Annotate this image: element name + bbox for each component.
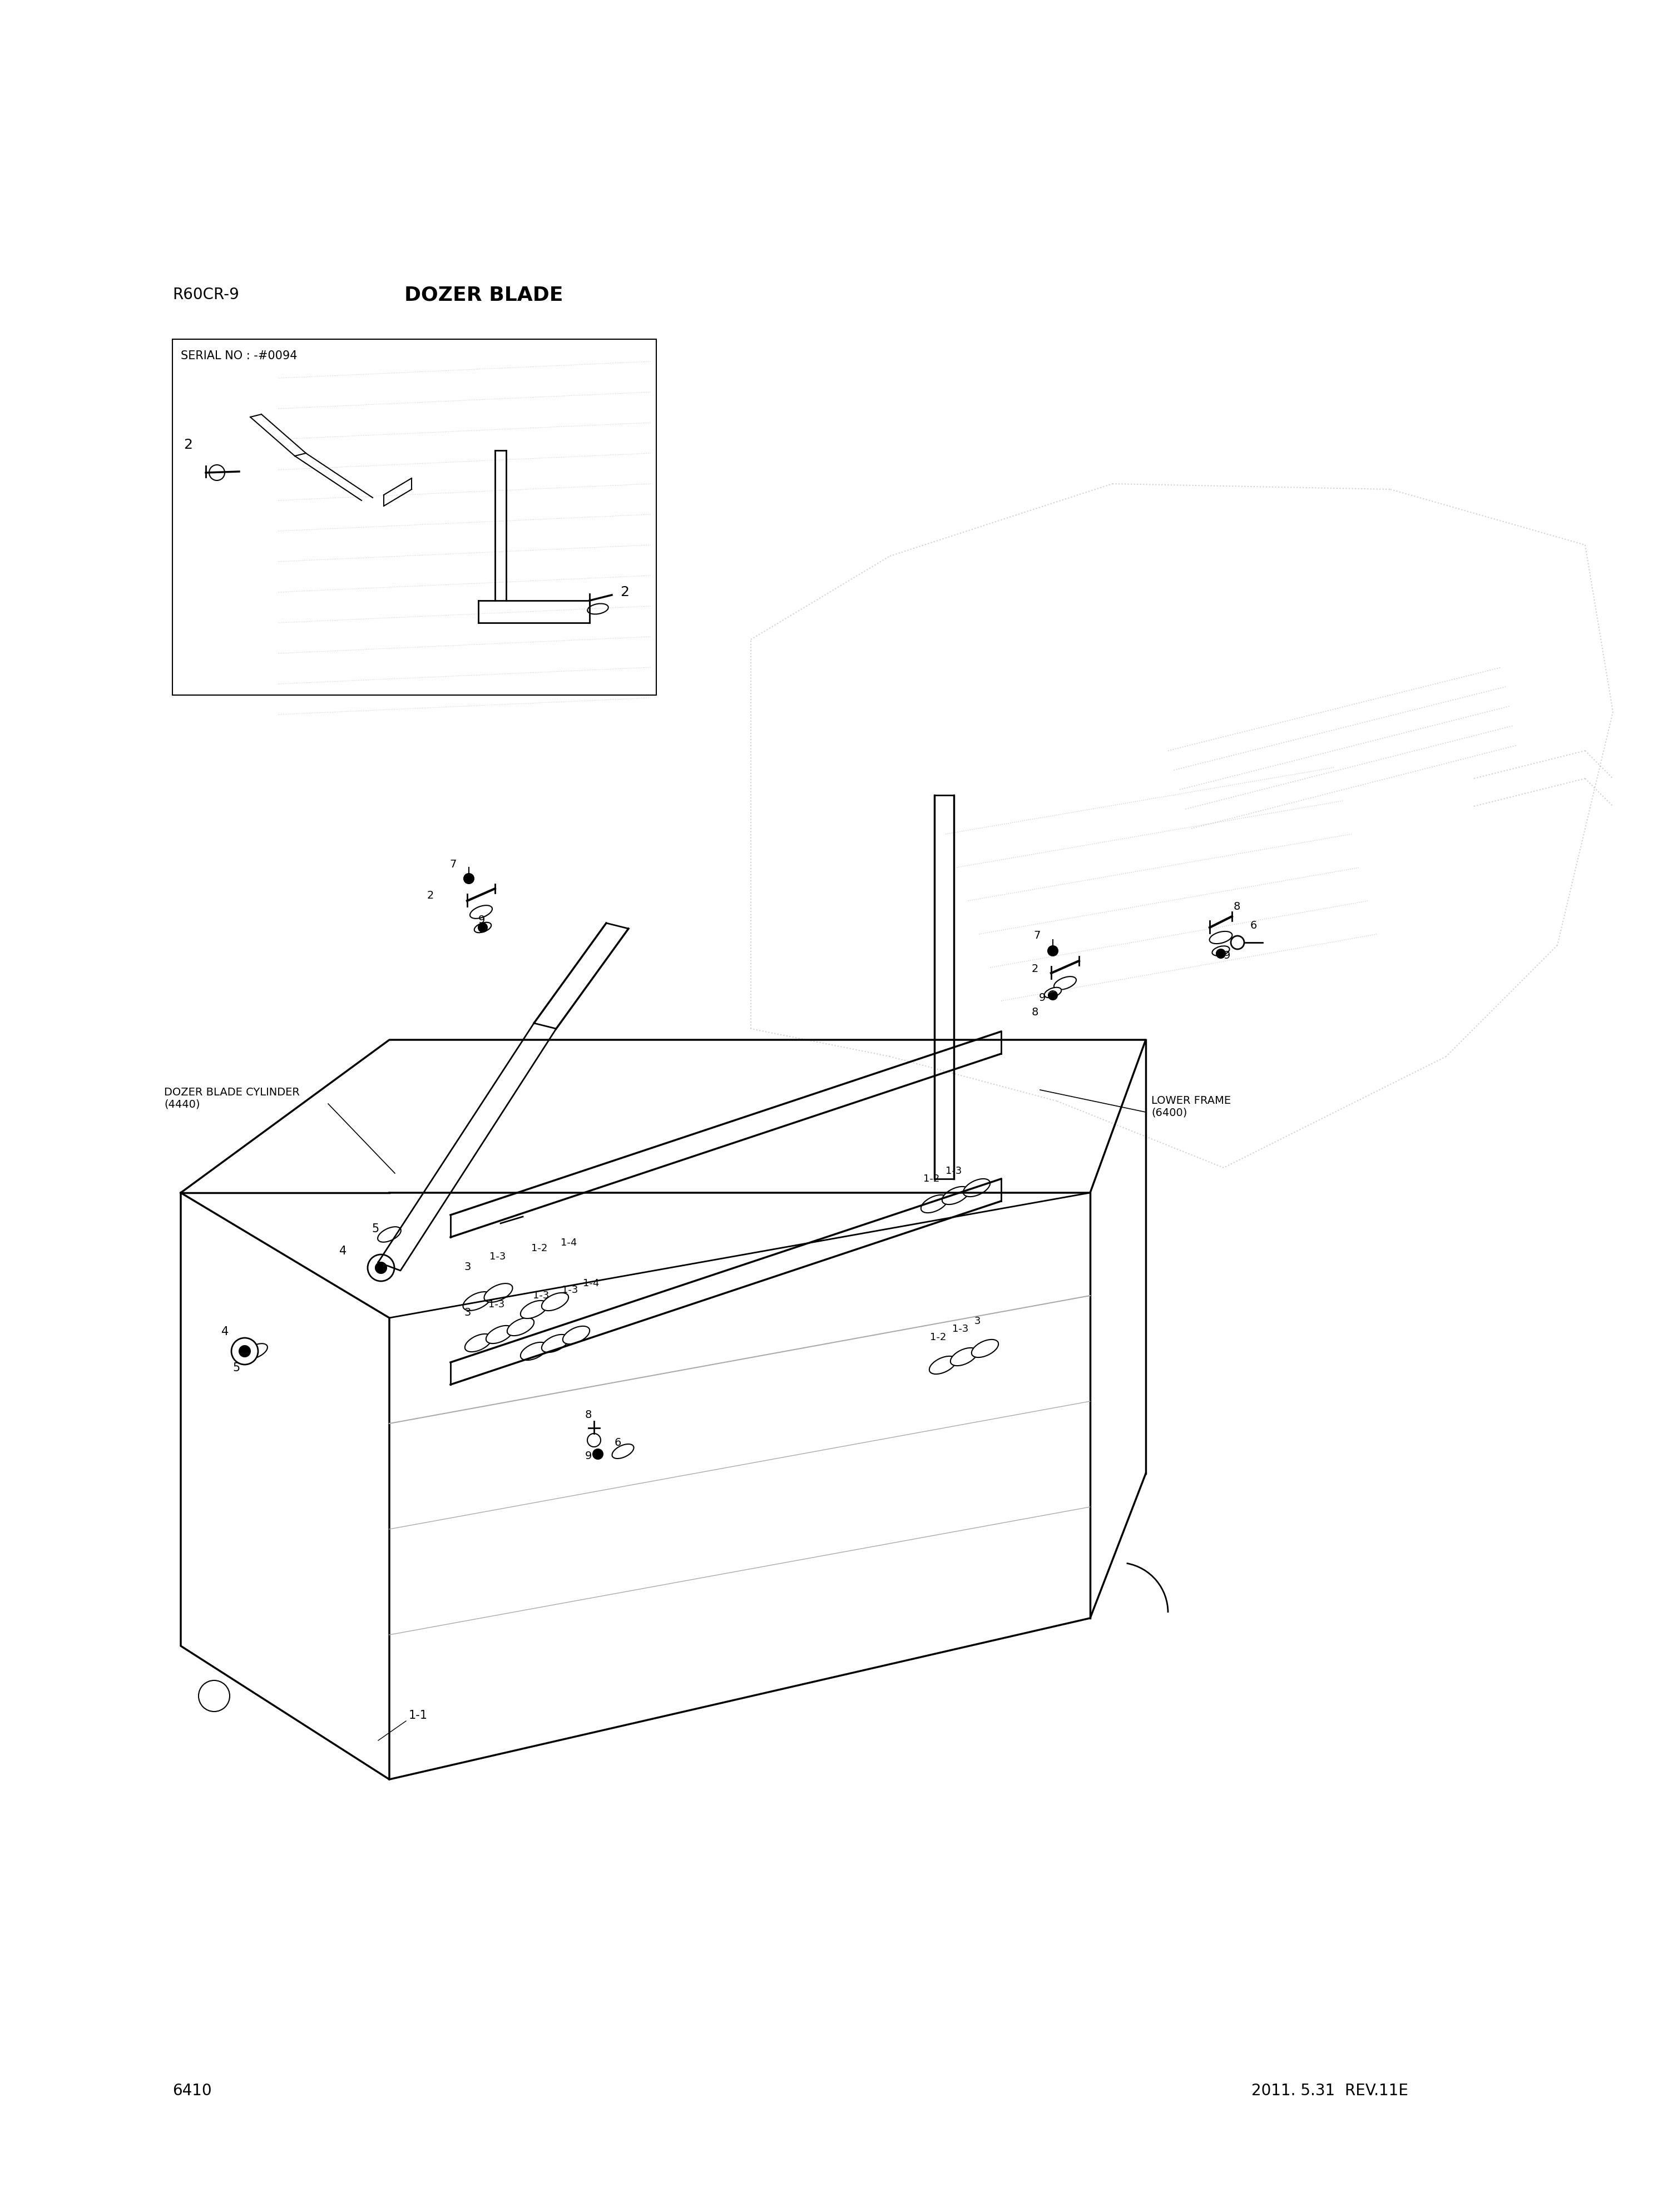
Ellipse shape — [562, 1327, 589, 1345]
Text: 1-3: 1-3 — [532, 1290, 549, 1301]
Text: 2011. 5.31  REV.11E: 2011. 5.31 REV.11E — [1251, 2084, 1409, 2099]
Ellipse shape — [1054, 975, 1076, 989]
Circle shape — [1047, 947, 1057, 956]
Text: 9: 9 — [478, 916, 485, 925]
Ellipse shape — [612, 1444, 634, 1458]
Text: 6: 6 — [1250, 920, 1256, 931]
Ellipse shape — [507, 1318, 534, 1336]
Circle shape — [592, 1449, 602, 1460]
Text: 5: 5 — [371, 1223, 378, 1234]
Text: 6410: 6410 — [172, 2084, 212, 2099]
Text: SERIAL NO : -#0094: SERIAL NO : -#0094 — [181, 349, 298, 361]
Circle shape — [587, 1433, 601, 1447]
Ellipse shape — [929, 1356, 957, 1374]
Ellipse shape — [473, 922, 492, 933]
Ellipse shape — [483, 1283, 512, 1303]
Text: 1-2: 1-2 — [930, 1332, 947, 1343]
Text: 9: 9 — [1039, 993, 1046, 1004]
Text: 3: 3 — [974, 1316, 980, 1327]
Ellipse shape — [1213, 947, 1230, 956]
Circle shape — [375, 1263, 386, 1274]
Circle shape — [1216, 949, 1225, 958]
Text: 1-4: 1-4 — [582, 1279, 599, 1287]
Circle shape — [231, 1338, 258, 1365]
Text: 1-3: 1-3 — [562, 1285, 579, 1294]
Ellipse shape — [950, 1347, 977, 1365]
Text: DOZER BLADE CYLINDER
(4440): DOZER BLADE CYLINDER (4440) — [164, 1086, 299, 1110]
Text: 4: 4 — [221, 1327, 229, 1338]
Text: 3: 3 — [463, 1261, 470, 1272]
Text: 2: 2 — [621, 586, 629, 599]
Text: 8: 8 — [1032, 1006, 1039, 1018]
Text: 1-2: 1-2 — [923, 1175, 940, 1183]
Text: 8: 8 — [1233, 900, 1240, 911]
Ellipse shape — [587, 604, 609, 615]
Ellipse shape — [520, 1301, 547, 1318]
Text: 1-3: 1-3 — [952, 1325, 969, 1334]
Circle shape — [209, 465, 224, 480]
Ellipse shape — [964, 1179, 990, 1197]
Ellipse shape — [520, 1343, 547, 1360]
Text: 1-2: 1-2 — [530, 1243, 547, 1254]
Circle shape — [463, 874, 473, 883]
Text: 6: 6 — [614, 1438, 621, 1449]
Circle shape — [199, 1681, 229, 1712]
Text: DOZER BLADE: DOZER BLADE — [405, 285, 564, 305]
Ellipse shape — [485, 1325, 514, 1343]
Circle shape — [1049, 991, 1057, 1000]
Circle shape — [478, 922, 487, 931]
Text: 2: 2 — [1032, 964, 1039, 973]
Text: 5: 5 — [233, 1363, 239, 1374]
Ellipse shape — [378, 1228, 402, 1243]
Text: LOWER FRAME
(6400): LOWER FRAME (6400) — [1151, 1095, 1231, 1117]
Circle shape — [239, 1345, 251, 1356]
Text: 1-3: 1-3 — [945, 1166, 962, 1177]
Text: 9: 9 — [1223, 949, 1230, 960]
Ellipse shape — [463, 1292, 492, 1310]
Bar — [172, 338, 656, 695]
Circle shape — [1231, 936, 1245, 949]
Ellipse shape — [465, 1334, 492, 1352]
Text: 2: 2 — [427, 889, 433, 900]
Text: 9: 9 — [586, 1451, 592, 1462]
Text: 1-3: 1-3 — [489, 1298, 505, 1310]
Text: 7: 7 — [450, 860, 457, 869]
Ellipse shape — [542, 1334, 569, 1352]
Text: 2: 2 — [184, 438, 192, 451]
Ellipse shape — [942, 1186, 969, 1206]
Text: 4: 4 — [340, 1245, 346, 1256]
Circle shape — [368, 1254, 395, 1281]
Text: R60CR-9: R60CR-9 — [172, 288, 239, 303]
Ellipse shape — [470, 905, 492, 918]
Text: 3: 3 — [465, 1307, 472, 1318]
Ellipse shape — [972, 1340, 999, 1358]
Text: 1-1: 1-1 — [408, 1710, 428, 1721]
Ellipse shape — [542, 1292, 569, 1312]
Ellipse shape — [1044, 987, 1061, 998]
Ellipse shape — [1210, 931, 1233, 945]
Ellipse shape — [920, 1194, 949, 1212]
Text: 7: 7 — [1034, 929, 1041, 940]
Ellipse shape — [244, 1343, 268, 1358]
Text: 1-4: 1-4 — [560, 1239, 577, 1248]
Text: 8: 8 — [586, 1409, 592, 1420]
Text: 1-3: 1-3 — [490, 1252, 505, 1261]
